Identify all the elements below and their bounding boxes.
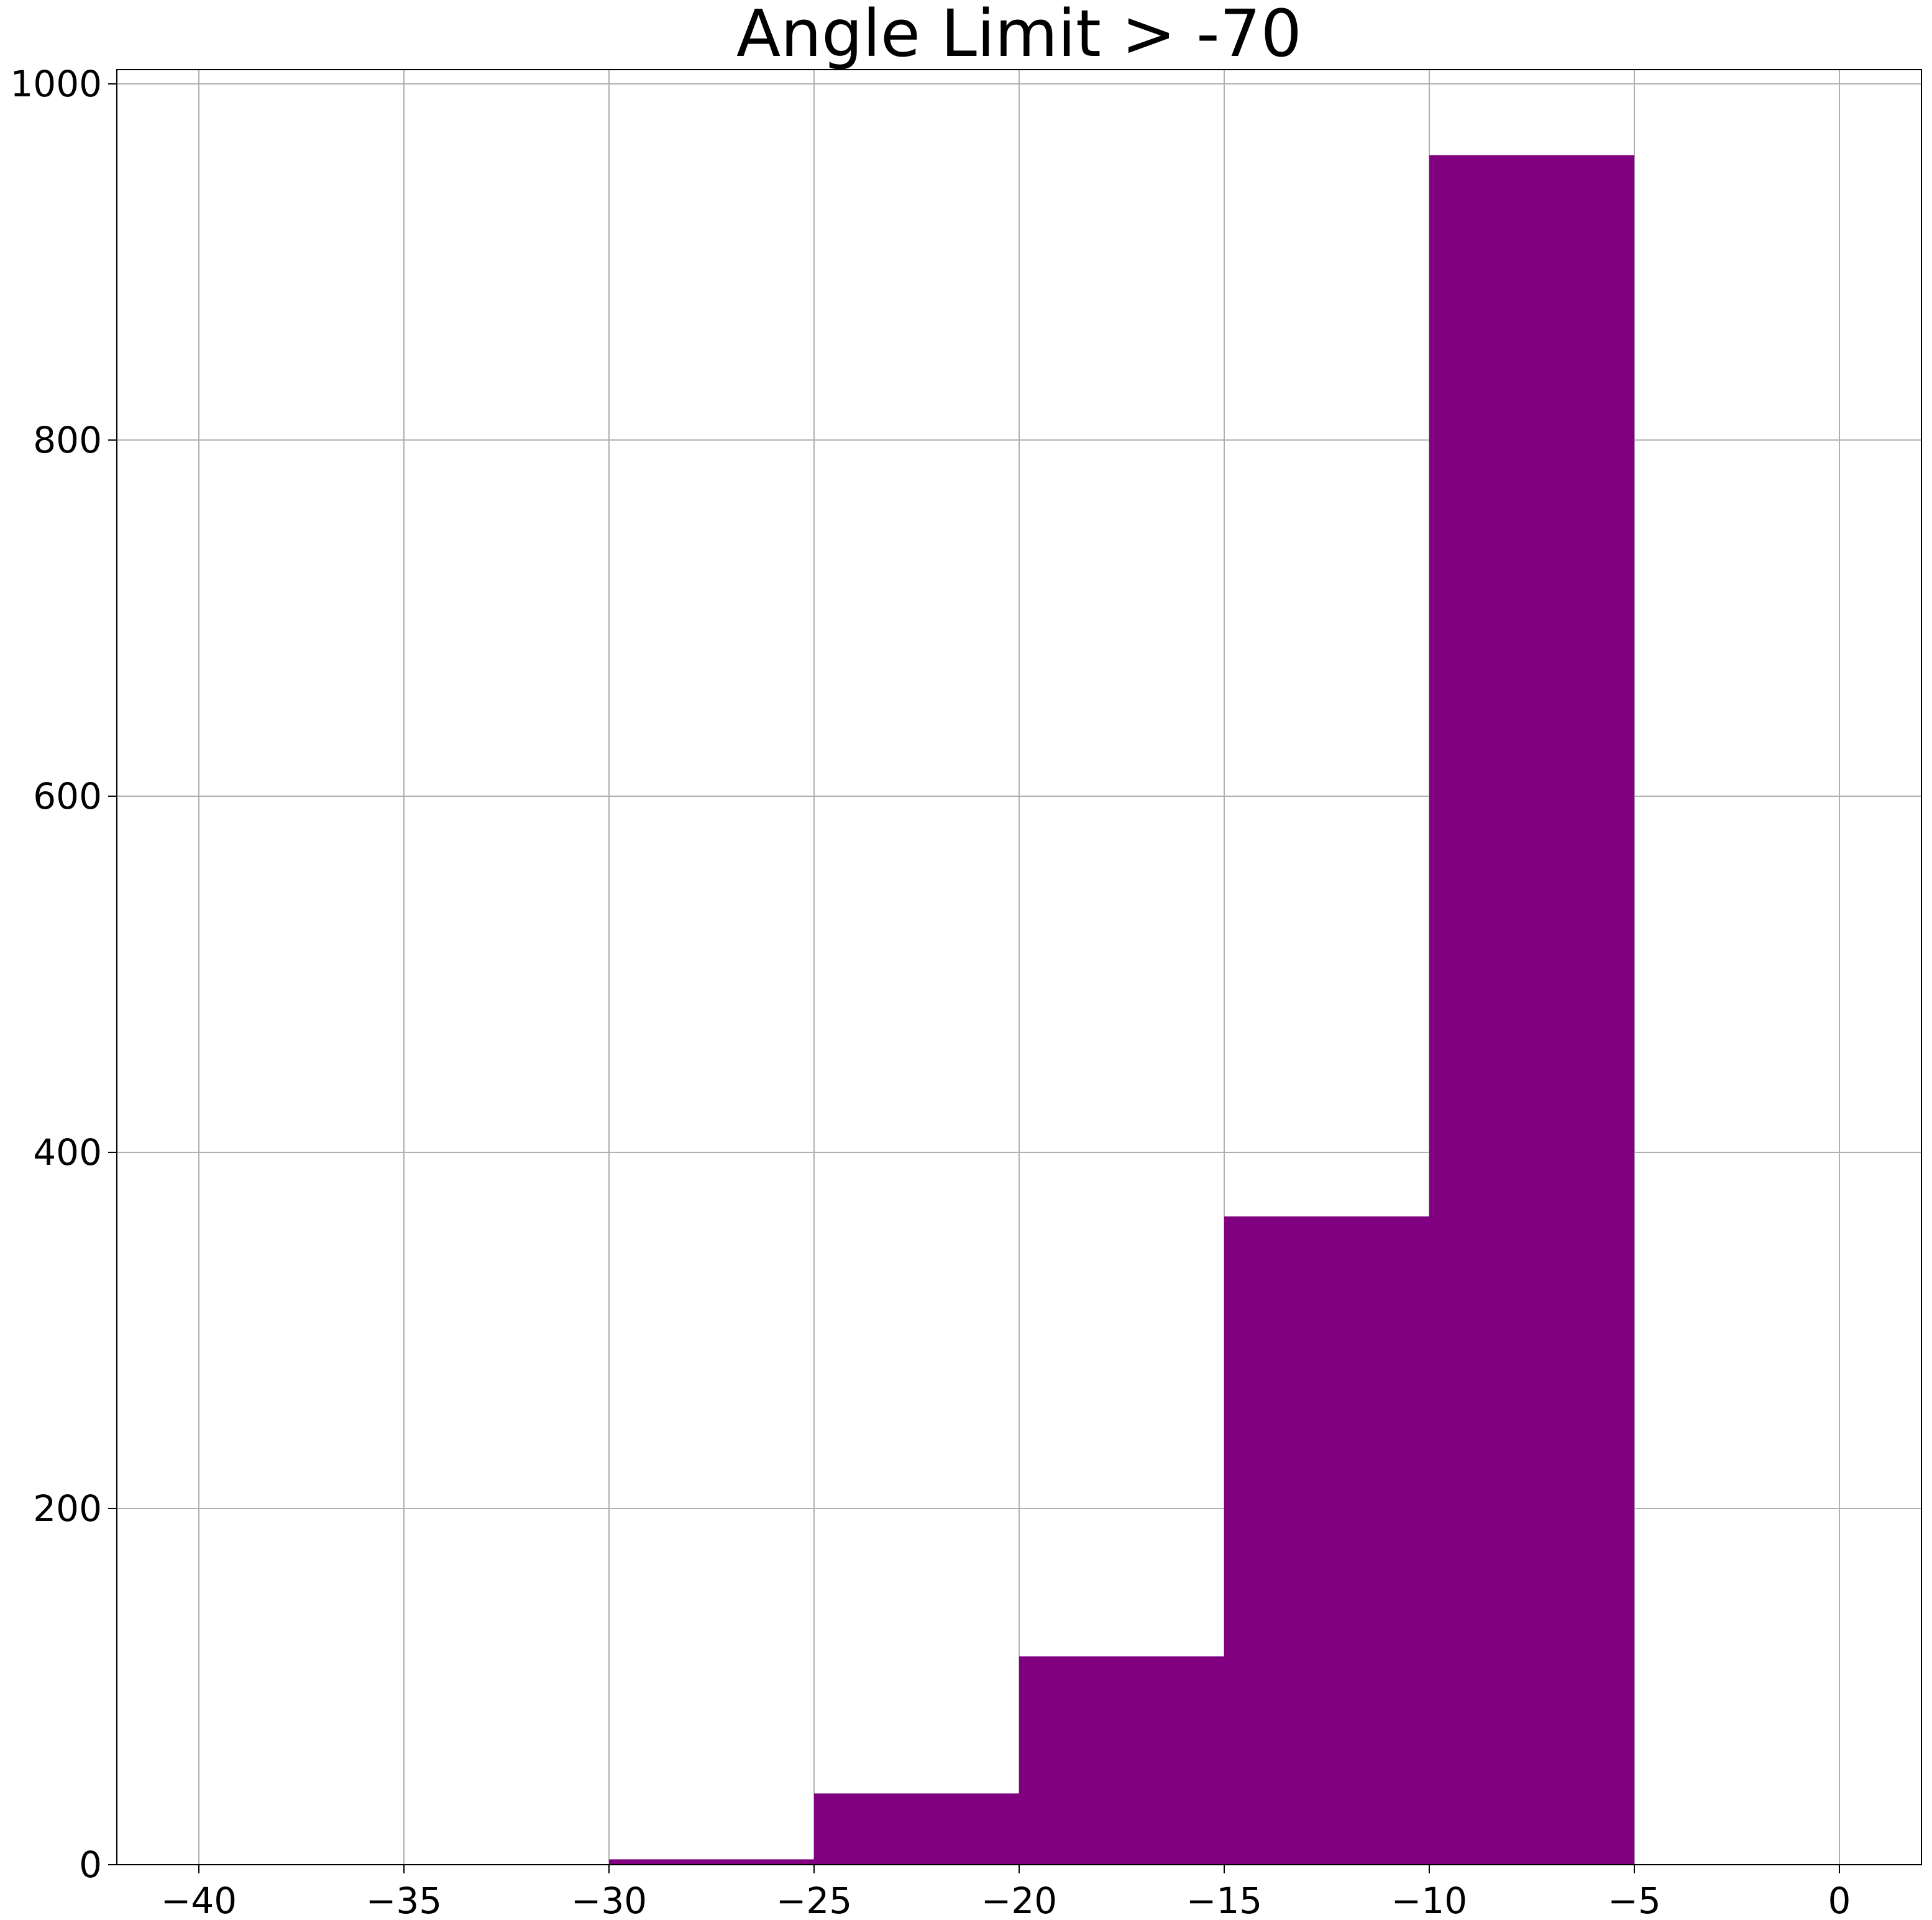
x-tick-label: −20 bbox=[981, 1880, 1057, 1920]
histogram-bars bbox=[609, 155, 1634, 1865]
x-tick-label: −15 bbox=[1186, 1880, 1262, 1920]
histogram-bar bbox=[1224, 1216, 1429, 1865]
y-tick-label: 1000 bbox=[10, 63, 102, 105]
histogram-bar bbox=[609, 1859, 814, 1865]
x-tick-label: −40 bbox=[161, 1880, 237, 1920]
y-tick-label: 600 bbox=[33, 775, 102, 817]
x-tick-label: −30 bbox=[571, 1880, 647, 1920]
x-tick-label: −25 bbox=[776, 1880, 852, 1920]
y-tick-label: 800 bbox=[33, 419, 102, 461]
histogram-bar bbox=[814, 1793, 1019, 1865]
grid-lines bbox=[117, 70, 1921, 1865]
tick-labels: −40 −35 −30 −25 −20 −15 −10 −5 0 0 200 400 600 800 100… bbox=[10, 63, 1851, 1920]
y-tick-label: 0 bbox=[79, 1844, 102, 1886]
x-tick-label: 0 bbox=[1828, 1880, 1851, 1920]
axis-ticks bbox=[108, 83, 1840, 1873]
y-tick-label: 400 bbox=[33, 1131, 102, 1174]
x-tick-label: −5 bbox=[1608, 1880, 1661, 1920]
x-tick-label: −10 bbox=[1391, 1880, 1467, 1920]
y-tick-label: 200 bbox=[33, 1487, 102, 1530]
histogram-bar bbox=[1429, 155, 1634, 1865]
chart-title: Angle Limit > -70 bbox=[736, 0, 1302, 71]
x-tick-label: −35 bbox=[366, 1880, 442, 1920]
histogram-bar bbox=[1019, 1656, 1224, 1865]
